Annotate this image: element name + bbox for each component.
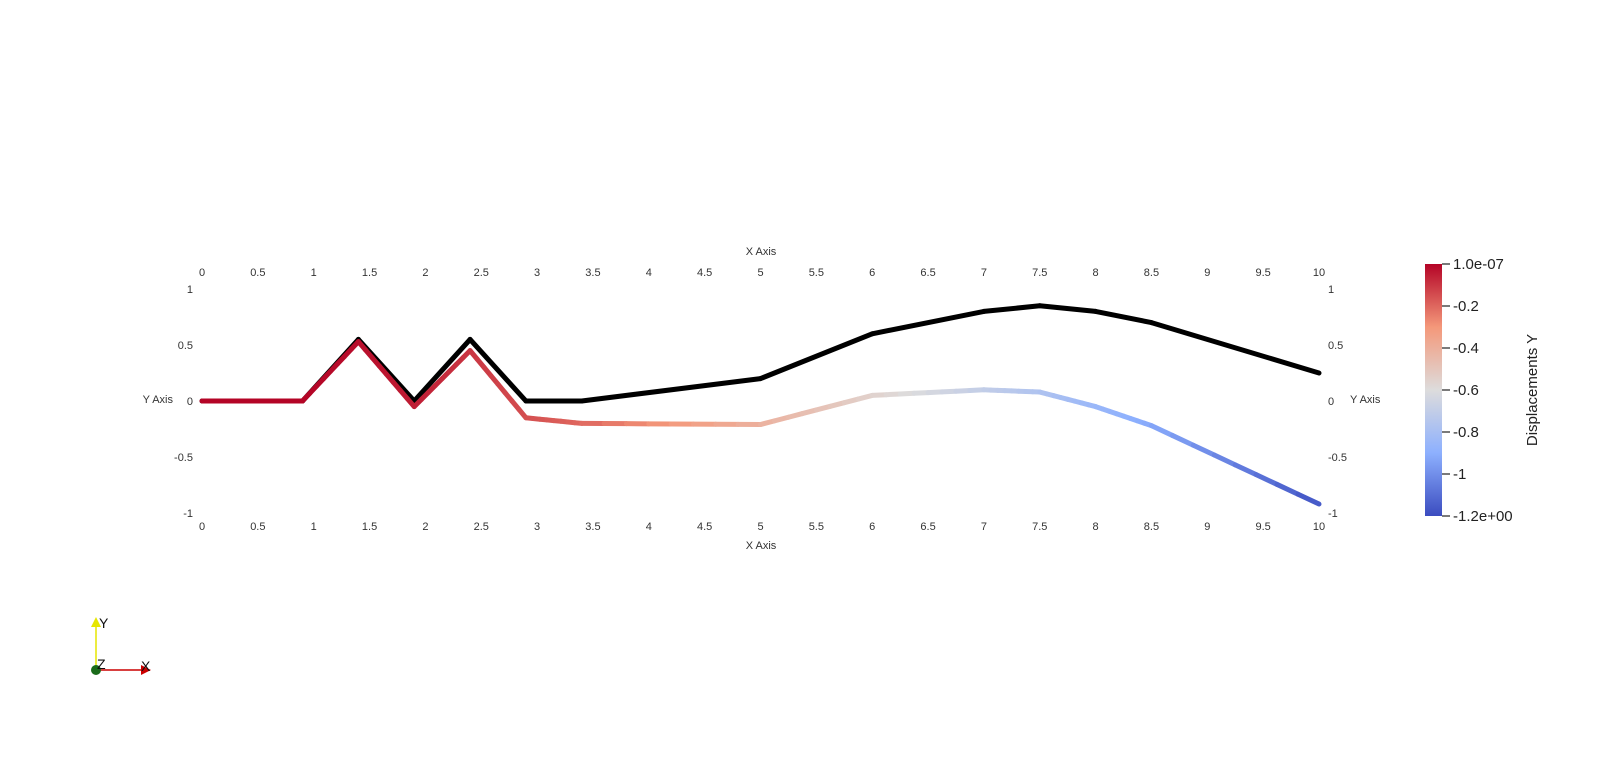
undeformed-segment <box>981 303 1043 314</box>
cube-axes: X Axis X Axis Y Axis Y Axis 0 0.5 1 1.5 2 2.5… <box>143 246 1381 552</box>
orient-y-label: Y <box>99 615 109 631</box>
x-tick-label-bottom: 2 <box>422 521 428 533</box>
y-tick-label-left: 0.5 <box>178 340 193 352</box>
x-ticks-top: 0 0.5 1 1.5 2 2.5 3 3.5 4 4.5 5 5.5 6 6.5 7 7.5 8 8.5 9 9.5… <box>199 267 1325 279</box>
colorbar-title: Displacements Y <box>1524 334 1541 446</box>
colorbar-tick-label: 1.0e-07 <box>1453 256 1504 273</box>
x-tick-label-bottom: 8 <box>1093 521 1099 533</box>
x-tick-label-bottom: 4 <box>646 521 652 533</box>
x-tick-label-bottom: 8.5 <box>1144 521 1159 533</box>
x-tick-label-bottom: 5.5 <box>809 521 824 533</box>
x-tick-label-top: 7.5 <box>1032 267 1047 279</box>
y-tick-label-left: 1 <box>187 284 193 296</box>
x-tick-label-top: 4 <box>646 267 652 279</box>
deformed-segment <box>1211 452 1238 468</box>
x-tick-label-top: 10 <box>1313 267 1325 279</box>
x-tick-label-top: 0.5 <box>250 267 265 279</box>
x-tick-label-bottom: 7 <box>981 521 987 533</box>
x-tick-label-bottom: 3 <box>534 521 540 533</box>
x-tick-label-bottom: 5 <box>757 521 763 533</box>
undeformed-segment <box>869 308 987 337</box>
undeformed-segment <box>1148 320 1322 376</box>
orient-origin-z <box>91 665 101 675</box>
colorbar-tick-label: -1 <box>1453 466 1466 483</box>
x-tick-label-bottom: 1.5 <box>362 521 377 533</box>
x-tick-label-top: 8 <box>1093 267 1099 279</box>
x-tick-label-bottom: 6 <box>869 521 875 533</box>
y-tick-label-right: -1 <box>1328 508 1338 520</box>
x-tick-label-bottom: 4.5 <box>697 521 712 533</box>
undeformed-segment <box>1093 308 1154 326</box>
x-tick-label-top: 9.5 <box>1256 267 1271 279</box>
undeformed-segment <box>1037 303 1099 314</box>
x-tick-label-top: 3.5 <box>585 267 600 279</box>
colorbar-tick-label: -0.6 <box>1453 382 1479 399</box>
orient-x-label: X <box>141 658 151 674</box>
x-tick-label-bottom: 1 <box>311 521 317 533</box>
y-ticks-right: -1 -0.5 0 0.5 1 <box>1328 284 1347 520</box>
y-tick-label-right: 0.5 <box>1328 340 1343 352</box>
undeformed-segment <box>579 376 763 404</box>
deformed-segment <box>1232 462 1259 478</box>
x-tick-label-top: 8.5 <box>1144 267 1159 279</box>
undeformed-segment <box>411 336 473 404</box>
color-legend: 1.0e-07 -0.2 -0.4 -0.6 -0.8 -1 -1.2e+00 Displa… <box>1425 256 1541 525</box>
colorbar-tick-label: -0.2 <box>1453 298 1479 315</box>
x-ticks-bottom: 0 0.5 1 1.5 2 2.5 3 3.5 4 4.5 5 5.5 6 6.5 7 7.5 8 8.5 9 9.5… <box>199 521 1325 533</box>
x-tick-label-top: 1 <box>311 267 317 279</box>
x-axis-title-bottom: X Axis <box>746 540 777 552</box>
x-tick-label-bottom: 7.5 <box>1032 521 1047 533</box>
x-tick-label-top: 6.5 <box>920 267 935 279</box>
x-tick-label-top: 9 <box>1204 267 1210 279</box>
y-tick-label-right: -0.5 <box>1328 452 1347 464</box>
orient-y-arrow <box>91 617 101 627</box>
undeformed-segment <box>758 331 875 382</box>
x-tick-label-top: 6 <box>869 267 875 279</box>
x-tick-label-bottom: 6.5 <box>920 521 935 533</box>
y-tick-label-right: 1 <box>1328 284 1334 296</box>
colorbar-tick-label: -1.2e+00 <box>1453 508 1513 525</box>
x-tick-label-bottom: 9 <box>1204 521 1210 533</box>
x-tick-label-bottom: 9.5 <box>1256 521 1271 533</box>
x-axis-title-top: X Axis <box>746 246 777 258</box>
x-tick-label-top: 5 <box>757 267 763 279</box>
colorbar-ticks: 1.0e-07 -0.2 -0.4 -0.6 -0.8 -1 -1.2e+00 <box>1442 256 1513 525</box>
deformed-segment <box>1274 481 1301 497</box>
y-tick-label-left: 0 <box>187 396 193 408</box>
y-axis-title-right: Y Axis <box>1350 394 1381 406</box>
y-ticks-left: -1 -0.5 0 0.5 1 <box>174 284 193 520</box>
deformed-line <box>199 339 1322 507</box>
x-tick-label-top: 5.5 <box>809 267 824 279</box>
x-tick-label-top: 3 <box>534 267 540 279</box>
y-tick-label-right: 0 <box>1328 396 1334 408</box>
deformed-segment <box>1190 442 1217 458</box>
x-tick-label-bottom: 2.5 <box>474 521 489 533</box>
x-tick-label-bottom: 0 <box>199 521 205 533</box>
orient-x-arrow <box>141 665 151 675</box>
deformed-segment <box>1148 423 1175 438</box>
x-tick-label-bottom: 3.5 <box>585 521 600 533</box>
undeformed-segment <box>467 336 529 404</box>
x-tick-label-top: 4.5 <box>697 267 712 279</box>
x-tick-label-top: 2 <box>422 267 428 279</box>
x-tick-label-bottom: 10 <box>1313 521 1325 533</box>
colorbar-tick-label: -0.4 <box>1453 340 1479 357</box>
x-tick-label-bottom: 0.5 <box>250 521 265 533</box>
y-axis-title-left: Y Axis <box>143 394 174 406</box>
deformed-segment <box>1253 472 1280 487</box>
colorbar-gradient <box>1425 264 1442 516</box>
orientation-axes-widget: Y Z X <box>91 615 151 675</box>
x-tick-label-top: 2.5 <box>474 267 489 279</box>
x-tick-label-top: 7 <box>981 267 987 279</box>
x-tick-label-top: 0 <box>199 267 205 279</box>
deformed-segment <box>1295 491 1322 507</box>
deformed-segment <box>1169 432 1196 448</box>
orient-z-label: Z <box>97 656 106 672</box>
y-tick-label-left: -0.5 <box>174 452 193 464</box>
colorbar-tick-label: -0.8 <box>1453 424 1479 441</box>
y-tick-label-left: -1 <box>183 508 193 520</box>
x-tick-label-top: 1.5 <box>362 267 377 279</box>
